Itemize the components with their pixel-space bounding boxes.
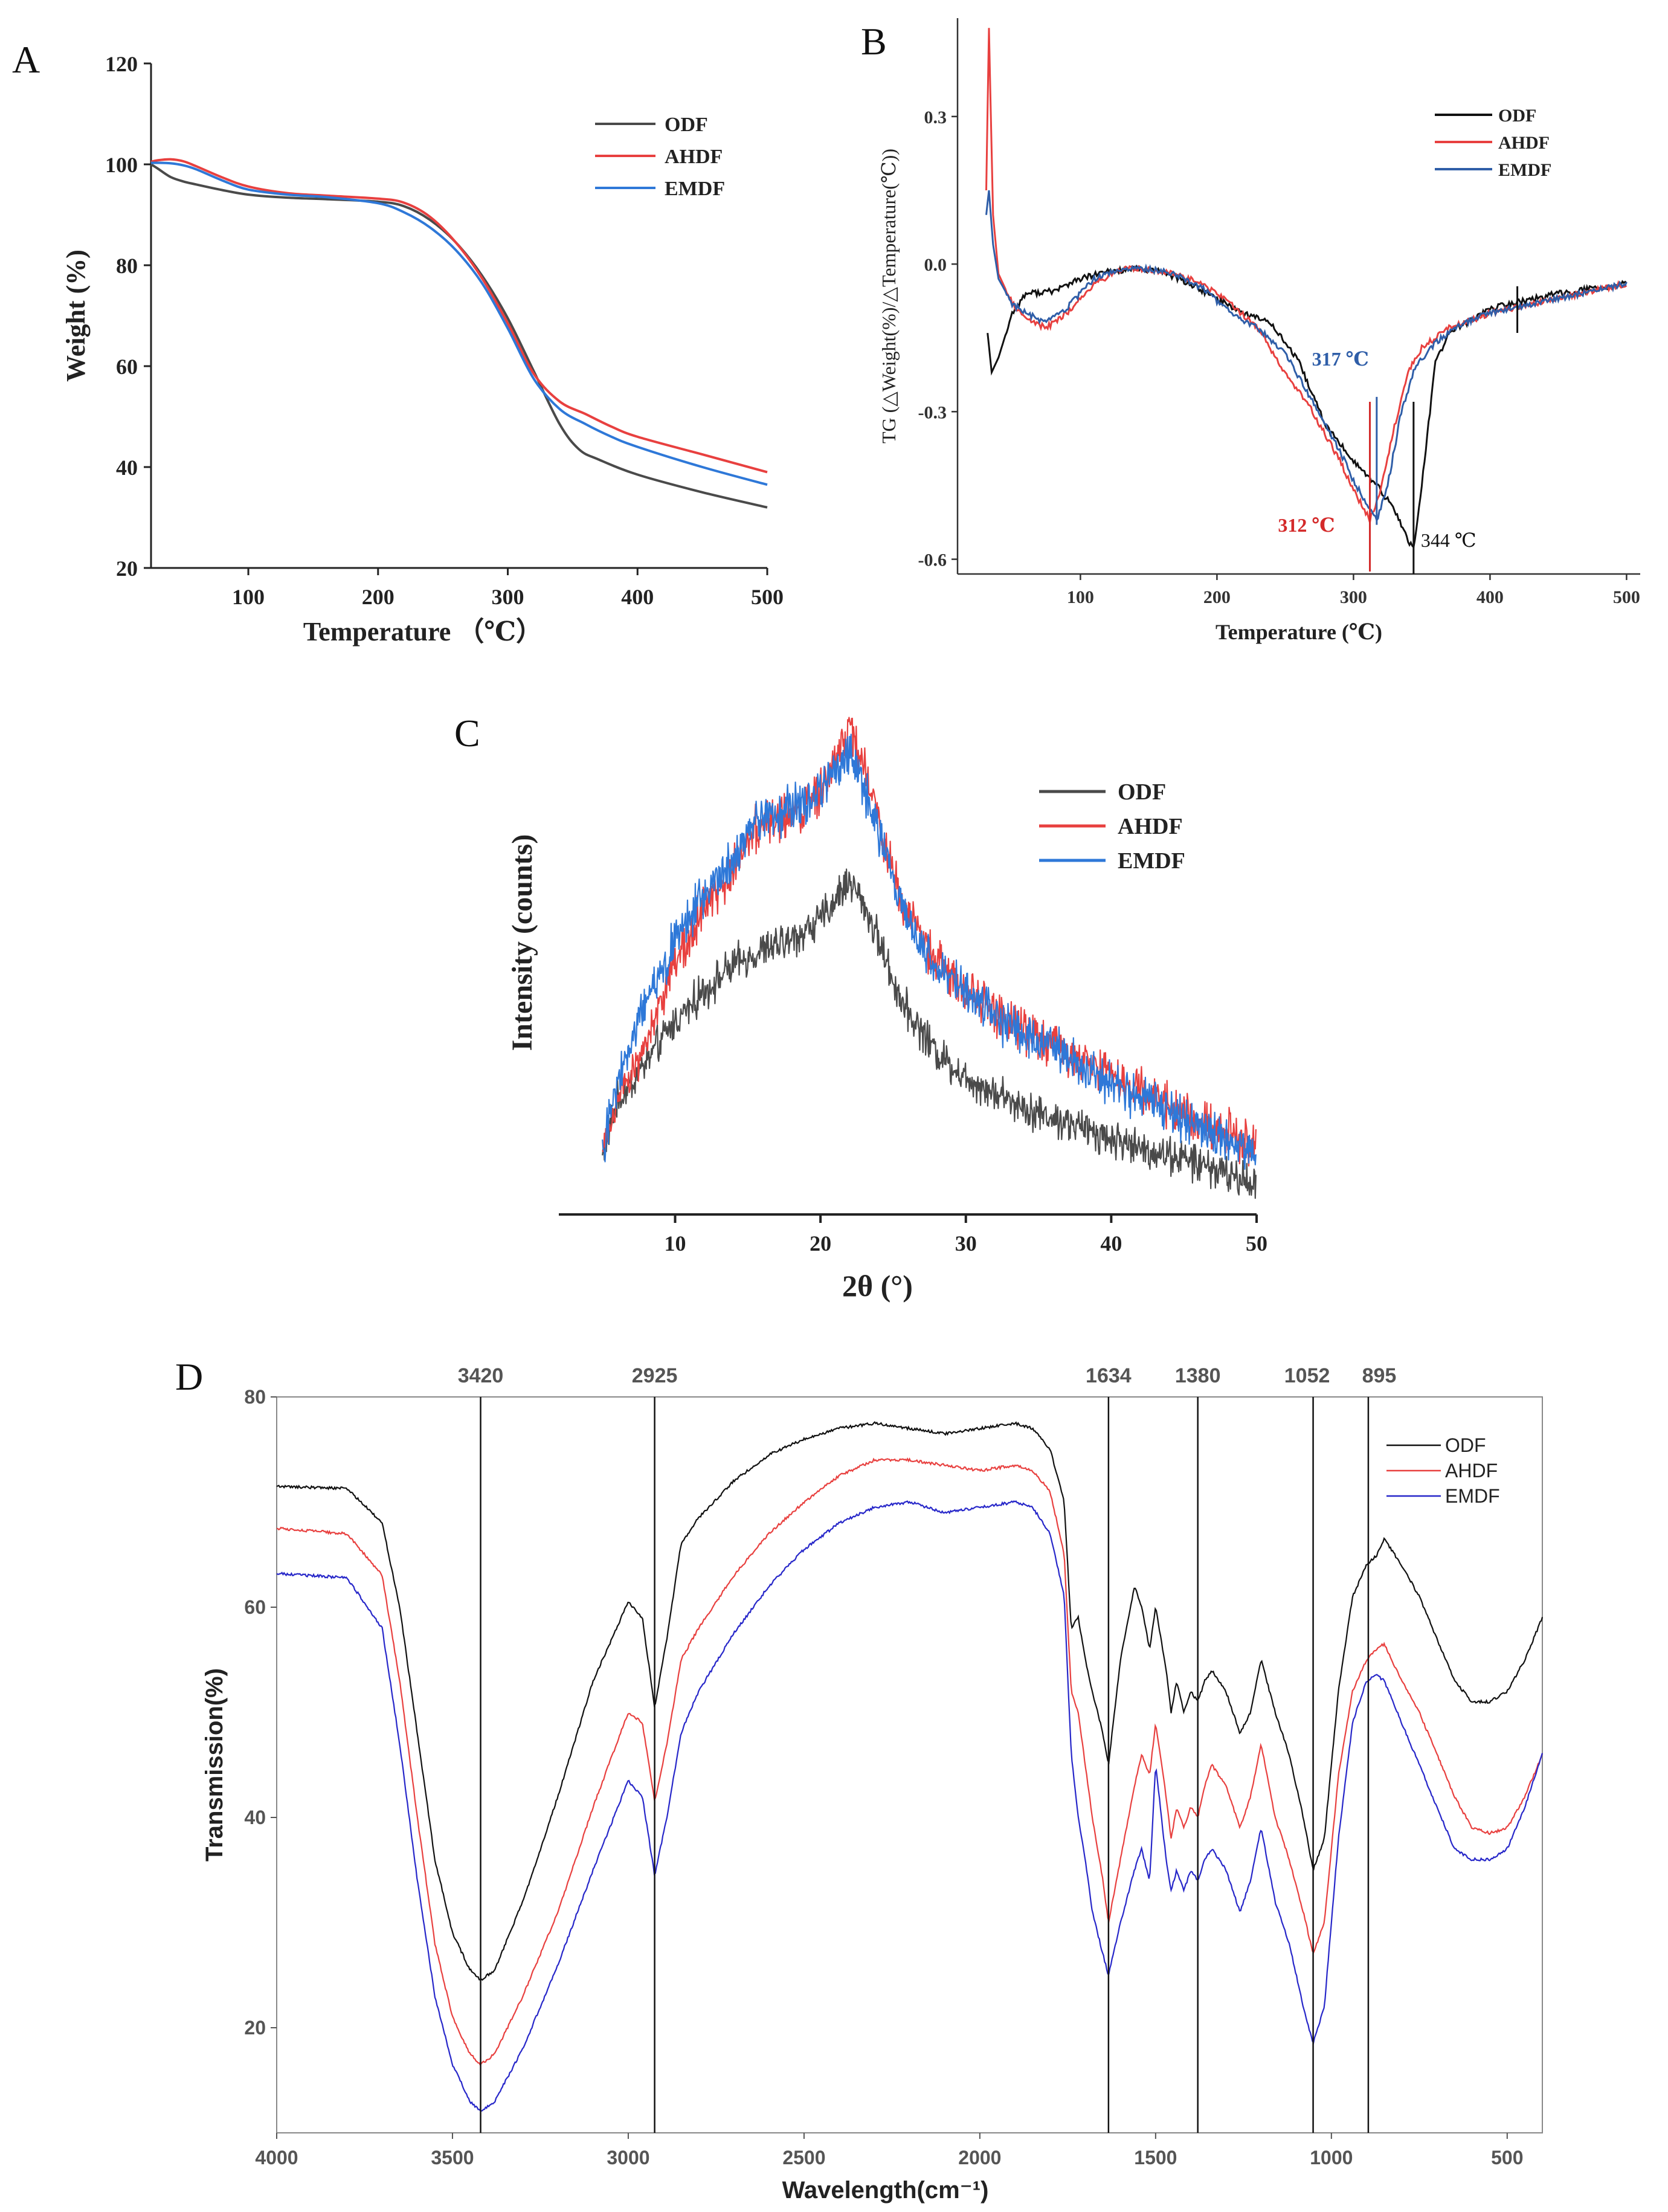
panel-b: B 100 200 300 400 500 -0.6 -0.3 0.0 0.3 Temperatu…: [861, 18, 1640, 644]
c-x-tick-label-40: 40: [1100, 1231, 1122, 1256]
d-series-line-odf: [276, 1420, 1544, 1981]
b-peak-label-344: 344 ℃: [1421, 529, 1476, 551]
panel-a-letter: A: [12, 38, 40, 81]
d-x-tick-label-2000: 2000: [958, 2147, 1001, 2168]
b-series-line-ahdf: [985, 28, 1628, 523]
panel-c: C 10 20 30 40 50 2θ (°) Intensity (counts) ODF A…: [454, 712, 1267, 1303]
d-reference-label-3420: 3420: [458, 1364, 504, 1387]
b-legend-label-ahdf: AHDF: [1498, 133, 1550, 153]
panel-d: D 4000 3500 3000 2500 2000 1500 1000 500 20 40 60 8…: [175, 1355, 1544, 2204]
d-reference-label-1052: 1052: [1284, 1364, 1330, 1387]
d-legend-label-ahdf: AHDF: [1445, 1460, 1498, 1482]
a-legend-label-emdf: EMDF: [665, 178, 725, 200]
c-x-tick-label-50: 50: [1246, 1231, 1267, 1256]
d-x-tick-label-1500: 1500: [1134, 2147, 1177, 2168]
panel-d-chart: 4000 3500 3000 2500 2000 1500 1000 500 20 40 60 80 W…: [201, 1364, 1544, 2204]
c-y-axis-title: Intensity (counts): [506, 834, 538, 1051]
b-series-line-emdf: [985, 190, 1628, 523]
a-x-tick-label-400: 400: [621, 585, 654, 609]
a-x-tick-label-200: 200: [362, 585, 394, 609]
d-reference-label-895: 895: [1362, 1364, 1397, 1387]
b-y-tick-label-3: 0.3: [924, 108, 947, 127]
d-legend-label-emdf: EMDF: [1445, 1485, 1500, 1507]
c-x-tick-label-30: 30: [955, 1231, 977, 1256]
a-series-line-emdf: [150, 161, 768, 486]
panel-a: A 100 200 300 400 500 20 40 60 80 100 120 Temperatu…: [12, 38, 784, 647]
a-legend-label-ahdf: AHDF: [665, 146, 723, 168]
a-y-tick-label-40: 40: [116, 456, 138, 480]
a-y-tick-label-20: 20: [116, 556, 138, 581]
c-legend-label-emdf: EMDF: [1118, 848, 1185, 874]
a-x-tick-label-100: 100: [232, 585, 265, 609]
d-reference-label-2925: 2925: [632, 1364, 678, 1387]
d-y-tick-label-60: 60: [244, 1596, 266, 1618]
b-legend-label-odf: ODF: [1498, 106, 1536, 126]
a-y-tick-label-60: 60: [116, 355, 138, 379]
d-plot-frame: [276, 1396, 1543, 2133]
c-x-tick-label-10: 10: [665, 1231, 686, 1256]
d-x-tick-label-4000: 4000: [255, 2147, 298, 2168]
d-reference-label-1380: 1380: [1175, 1364, 1221, 1387]
d-y-tick-label-40: 40: [244, 1807, 266, 1828]
a-y-tick-label-100: 100: [105, 153, 138, 177]
b-y-tick-label-0: -0.6: [918, 550, 947, 570]
b-legend-label-emdf: EMDF: [1498, 160, 1551, 180]
b-x-tick-label-300: 300: [1340, 587, 1367, 607]
d-x-tick-label-500: 500: [1491, 2147, 1523, 2168]
b-peak-label-317: 317 ℃: [1312, 348, 1369, 370]
a-series-line-odf: [150, 163, 768, 509]
a-x-tick-label-500: 500: [751, 585, 784, 609]
d-series-line-emdf: [276, 1500, 1544, 2112]
d-x-tick-label-3000: 3000: [607, 2147, 649, 2168]
a-series-line-ahdf: [150, 158, 768, 474]
b-x-axis-title: Temperature (℃): [1216, 620, 1382, 644]
c-series-line-emdf: [602, 734, 1257, 1170]
panel-b-chart: 100 200 300 400 500 -0.6 -0.3 0.0 0.3 Temperature…: [878, 18, 1640, 644]
b-x-tick-label-500: 500: [1613, 587, 1640, 607]
a-y-axis-title: Weight (%): [61, 250, 91, 382]
d-x-axis-title: Wavelength(cm⁻¹): [782, 2177, 989, 2204]
a-legend-label-odf: ODF: [665, 114, 708, 136]
d-x-tick-label-1000: 1000: [1310, 2147, 1353, 2168]
d-reference-label-1634: 1634: [1086, 1364, 1132, 1387]
panel-c-chart: 10 20 30 40 50 2θ (°) Intensity (counts) ODF AHD…: [506, 717, 1267, 1303]
c-x-axis-title: 2θ (°): [842, 1269, 913, 1303]
b-y-tick-label-1: -0.3: [918, 402, 947, 422]
panel-a-chart: 100 200 300 400 500 20 40 60 80 100 120 Temperature…: [61, 52, 784, 647]
b-x-tick-label-400: 400: [1476, 587, 1504, 607]
c-series-line-odf: [602, 868, 1257, 1199]
d-series-line-ahdf: [276, 1457, 1544, 2066]
c-legend-label-odf: ODF: [1118, 779, 1166, 805]
d-x-tick-label-2500: 2500: [782, 2147, 825, 2168]
c-legend-label-ahdf: AHDF: [1118, 814, 1183, 839]
panel-c-letter: C: [454, 712, 480, 755]
c-x-tick-label-20: 20: [810, 1231, 831, 1256]
d-legend-label-odf: ODF: [1445, 1434, 1486, 1456]
d-y-tick-label-80: 80: [244, 1386, 266, 1408]
d-y-axis-title: Transmission(%): [201, 1668, 228, 1862]
a-x-axis-title: Temperature （℃）: [303, 617, 543, 647]
b-x-tick-label-100: 100: [1067, 587, 1094, 607]
b-y-tick-label-2: 0.0: [924, 255, 947, 275]
panel-b-letter: B: [861, 20, 887, 63]
panel-d-letter: D: [175, 1355, 203, 1398]
d-y-tick-label-20: 20: [244, 2017, 266, 2039]
b-x-tick-label-200: 200: [1203, 587, 1231, 607]
d-x-tick-label-3500: 3500: [431, 2147, 474, 2168]
a-y-tick-label-120: 120: [105, 52, 138, 76]
b-peak-label-312: 312 ℃: [1278, 514, 1335, 536]
a-x-tick-label-300: 300: [492, 585, 524, 609]
b-y-axis-title: TG (△Weight(%)/△Temperature(℃)): [878, 149, 900, 443]
a-y-tick-label-80: 80: [116, 254, 138, 278]
